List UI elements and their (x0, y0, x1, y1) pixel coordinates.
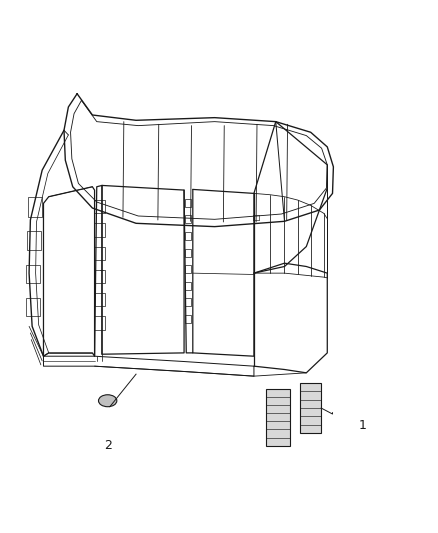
Bar (185, 265, 191, 273)
Bar (26, 264, 40, 283)
Bar (185, 282, 191, 290)
Bar (94, 293, 105, 306)
Text: 1: 1 (359, 419, 367, 432)
Bar (94, 247, 105, 260)
Bar (185, 315, 191, 323)
Bar (94, 223, 105, 237)
Bar (185, 215, 191, 223)
Bar (25, 298, 40, 317)
Bar (94, 200, 105, 213)
Bar (266, 389, 290, 446)
Bar (185, 199, 191, 207)
Bar (27, 231, 41, 250)
Bar (94, 270, 105, 283)
Bar (185, 248, 191, 256)
Bar (185, 232, 191, 240)
Text: 2: 2 (104, 439, 112, 453)
Ellipse shape (99, 395, 117, 407)
Bar (28, 197, 42, 216)
Bar (300, 383, 321, 433)
Bar (94, 317, 105, 329)
Bar (185, 298, 191, 306)
